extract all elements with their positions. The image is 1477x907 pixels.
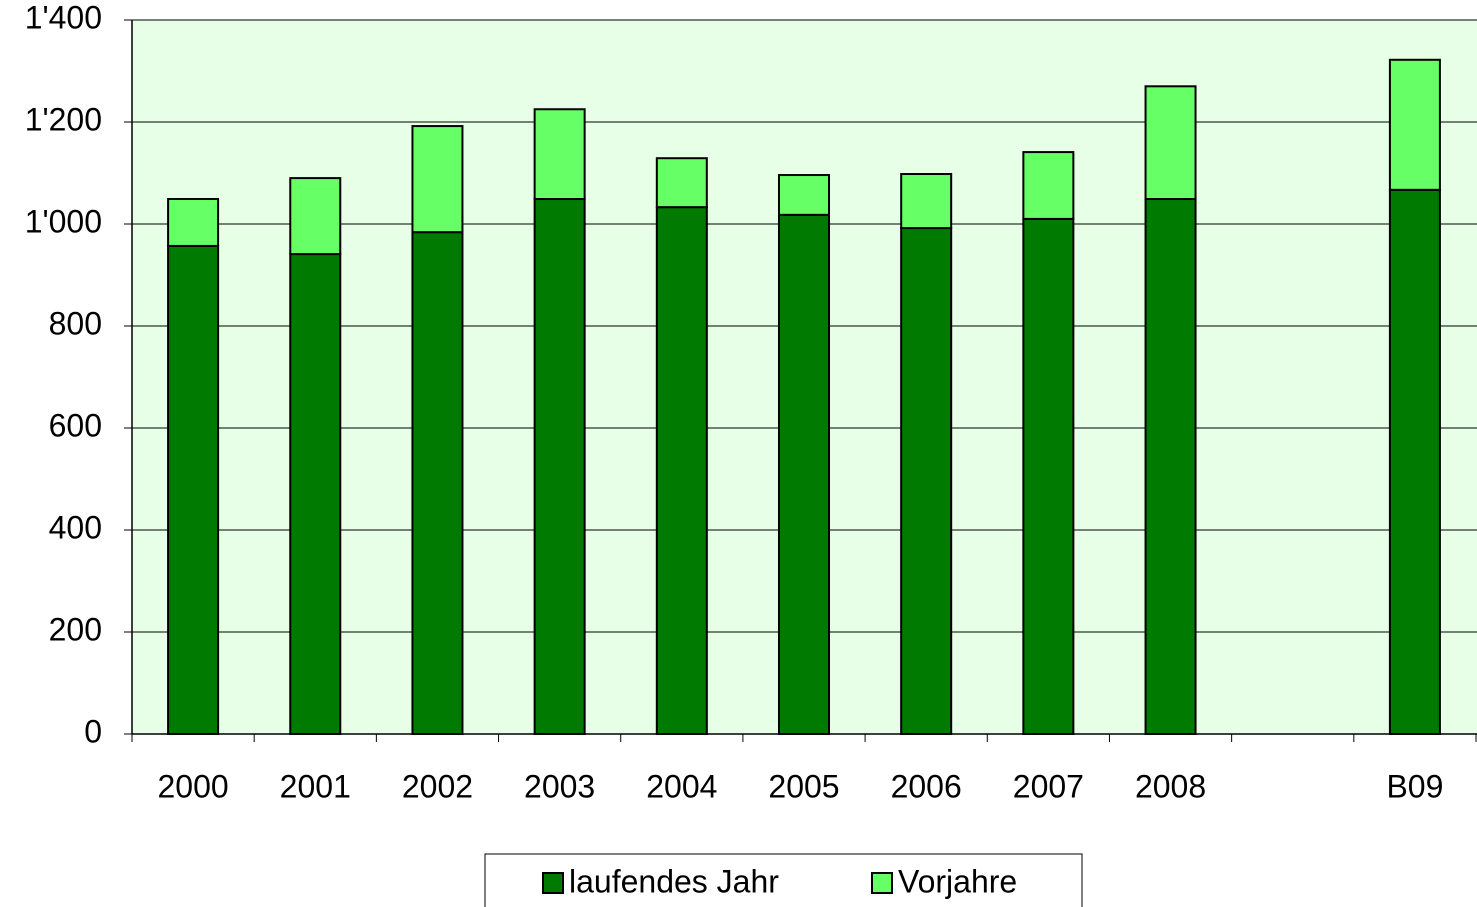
y-tick-label: 600 bbox=[49, 407, 102, 443]
bar-segment bbox=[778, 213, 830, 735]
y-tick-label: 0 bbox=[84, 713, 102, 749]
legend-swatch bbox=[871, 872, 893, 894]
legend-swatch bbox=[542, 872, 564, 894]
bar-segment bbox=[411, 231, 464, 735]
bar-segment bbox=[289, 253, 342, 735]
y-tick-label: 1'000 bbox=[25, 203, 102, 239]
bar-segment bbox=[411, 125, 464, 234]
bar-segment bbox=[533, 198, 586, 735]
bar-segment bbox=[1022, 217, 1075, 735]
x-tick-label: B09 bbox=[1386, 768, 1443, 804]
x-tick-label: 2002 bbox=[402, 768, 473, 804]
x-tick-label: 2000 bbox=[157, 768, 228, 804]
x-tick-label: 2006 bbox=[891, 768, 962, 804]
bar-segment bbox=[533, 108, 586, 201]
bar-segment bbox=[1144, 85, 1197, 201]
legend-label: Vorjahre bbox=[898, 863, 1017, 899]
y-tick-label: 200 bbox=[49, 611, 102, 647]
x-tick-label: 2004 bbox=[646, 768, 717, 804]
x-tick-label: 2008 bbox=[1135, 768, 1206, 804]
x-tick-label: 2001 bbox=[280, 768, 351, 804]
x-tick-label: 2003 bbox=[524, 768, 595, 804]
legend-box bbox=[484, 853, 1083, 907]
bar-segment bbox=[655, 206, 708, 736]
bar-segment bbox=[1144, 198, 1197, 735]
bar-segment bbox=[778, 174, 830, 216]
x-tick-label: 2007 bbox=[1013, 768, 1084, 804]
y-tick-label: 1'200 bbox=[25, 101, 102, 137]
bar-segment bbox=[167, 198, 220, 247]
y-tick-label: 400 bbox=[49, 509, 102, 545]
y-tick-label: 1'400 bbox=[25, 0, 102, 35]
legend-label: laufendes Jahr bbox=[569, 863, 779, 899]
y-tick-label: 800 bbox=[49, 305, 102, 341]
x-tick-label: 2005 bbox=[768, 768, 839, 804]
bar-segment bbox=[167, 244, 220, 735]
bar-segment bbox=[1388, 58, 1441, 191]
bar-segment bbox=[1022, 151, 1075, 220]
bar-segment bbox=[900, 227, 953, 736]
bar-segment bbox=[289, 177, 342, 256]
bar-segment bbox=[900, 173, 953, 230]
bar-segment bbox=[1388, 188, 1441, 735]
bar-segment bbox=[655, 157, 708, 209]
